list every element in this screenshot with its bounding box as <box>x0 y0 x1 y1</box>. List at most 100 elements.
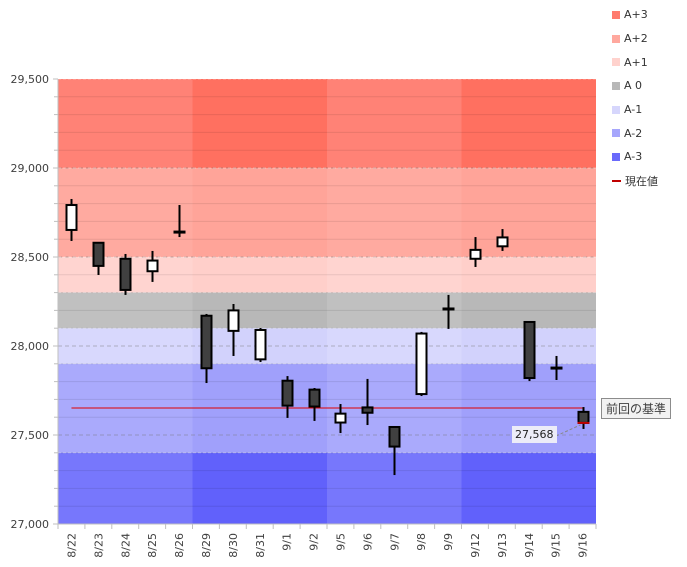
x-tick-label: 8/26 <box>173 533 186 558</box>
band-aplus3 <box>461 79 596 168</box>
legend-item: A 0 <box>612 74 658 98</box>
legend-swatch <box>612 58 620 67</box>
legend-swatch <box>612 81 620 90</box>
candle <box>308 388 321 421</box>
legend-item: A+2 <box>612 27 658 51</box>
legend-item: A+1 <box>612 50 658 74</box>
legend-swatch <box>612 129 620 138</box>
x-tick-label: 8/30 <box>227 533 240 558</box>
x-tick-label: 9/12 <box>469 533 482 558</box>
band-aplus3 <box>327 79 462 168</box>
legend-item: 現在値 <box>612 169 658 193</box>
candle-body-down <box>281 379 294 407</box>
candle-body-down <box>200 314 213 370</box>
band-aplus2 <box>327 168 462 257</box>
candle <box>523 320 536 382</box>
x-tick-label: 9/7 <box>388 533 401 551</box>
candle-body-down <box>361 406 374 414</box>
candle-body-up <box>254 328 267 361</box>
legend-label: A-1 <box>624 103 643 117</box>
legend-line-swatch <box>612 179 621 182</box>
y-tick-label: 27,000 <box>11 518 50 531</box>
y-tick-label: 29,000 <box>11 162 50 175</box>
current-value-layer <box>555 421 590 437</box>
band-aminus1 <box>58 328 193 364</box>
candles-layer <box>65 198 590 476</box>
legend-label: A-2 <box>624 126 643 140</box>
legend-label: A+1 <box>624 55 648 69</box>
band-aminus3 <box>192 452 327 524</box>
x-tick-label: 9/9 <box>442 533 455 551</box>
x-tick-label: 9/8 <box>415 533 428 551</box>
candle <box>415 331 428 397</box>
band-aplus2 <box>192 168 327 257</box>
x-tick-label: 8/23 <box>92 533 105 558</box>
candle <box>227 303 240 356</box>
candle-body-down <box>308 388 321 408</box>
candle-body-down <box>577 410 590 424</box>
y-tick-label: 27,500 <box>11 429 50 442</box>
candle <box>119 253 132 295</box>
candle-body-up <box>146 259 159 273</box>
y-tick-label: 29,500 <box>11 73 50 86</box>
x-tick-label: 9/5 <box>334 533 347 551</box>
x-tick-label: 9/14 <box>523 533 536 558</box>
current-value-label: 27,568 <box>512 426 557 443</box>
band-aminus3 <box>461 452 596 524</box>
candle <box>496 229 509 251</box>
candle-body-down <box>388 425 401 448</box>
band-aminus3 <box>58 452 193 524</box>
band-aplus3 <box>192 79 327 168</box>
candle <box>334 404 347 434</box>
band-aplus2 <box>461 168 596 257</box>
legend-label: A+2 <box>624 32 648 46</box>
legend-item: A-2 <box>612 121 658 145</box>
band-aminus1 <box>327 328 462 364</box>
candle <box>550 355 563 380</box>
reference-line-label: 前回の基準 <box>601 398 672 419</box>
legend-label: A-3 <box>624 150 643 164</box>
y-tick-label: 28,500 <box>11 251 50 264</box>
band-a0 <box>58 292 193 329</box>
candle <box>92 241 105 275</box>
y-tick-label: 28,000 <box>11 340 50 353</box>
x-tick-label: 8/31 <box>254 533 267 558</box>
candle-body-down <box>92 241 105 267</box>
band-aplus2 <box>58 168 193 257</box>
grid-layer <box>58 78 596 507</box>
x-tick-label: 9/2 <box>308 533 321 551</box>
legend-item: A-1 <box>612 98 658 122</box>
candle-body-up <box>334 412 347 424</box>
legend: A+3 A+2 A+1 A 0 A-1 A-2 A-3 現在値 <box>612 3 658 193</box>
legend-swatch <box>612 34 620 43</box>
band-a0 <box>327 292 462 329</box>
candle <box>442 294 455 329</box>
x-tick-label: 9/16 <box>577 533 590 558</box>
candle <box>469 237 482 267</box>
candle-body-down <box>523 320 536 380</box>
candle <box>281 376 294 418</box>
candle-body-up <box>65 204 78 231</box>
x-tick-label: 8/25 <box>146 533 159 558</box>
candle <box>200 313 213 384</box>
legend-swatch <box>612 152 620 161</box>
x-tick-label: 9/15 <box>550 533 563 558</box>
current-value-leader <box>555 424 581 437</box>
candle <box>146 250 159 282</box>
candle-body-down <box>119 257 132 291</box>
band-aplus1 <box>461 257 596 293</box>
band-aplus1 <box>327 257 462 293</box>
legend-item: A+3 <box>612 3 658 27</box>
candle-body-up <box>415 332 428 396</box>
band-aplus1 <box>192 257 327 293</box>
band-aplus3 <box>58 79 193 168</box>
x-tick-label: 9/6 <box>361 533 374 551</box>
legend-swatch <box>612 105 620 114</box>
legend-label: 現在値 <box>625 174 658 188</box>
legend-label: A 0 <box>624 79 643 93</box>
candle-body-up <box>227 309 240 332</box>
legend-item: A-3 <box>612 145 658 169</box>
axes-layer: 29,500 29,000 28,500 28,000 27,500 27,000 8/22… <box>11 73 597 558</box>
x-tick-label: 8/29 <box>200 533 213 558</box>
